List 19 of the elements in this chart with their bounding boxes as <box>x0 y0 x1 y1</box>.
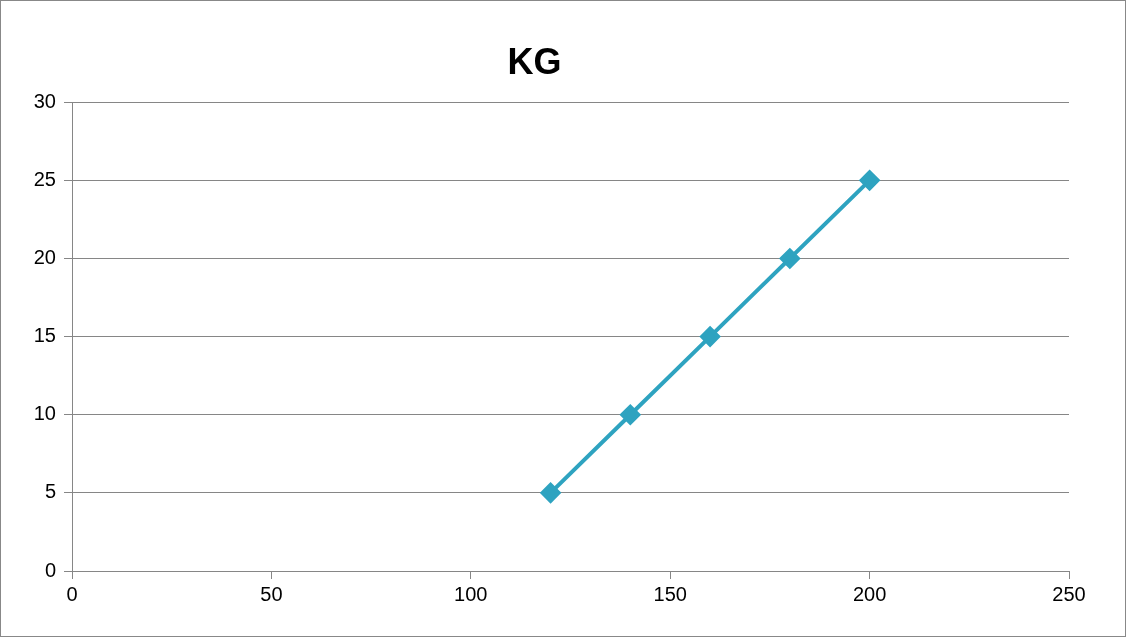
x-tick-label: 200 <box>852 582 887 605</box>
x-tick-label: 50 <box>260 582 283 605</box>
y-tick-label: 10 <box>33 402 56 425</box>
chart-title: KG <box>507 40 562 82</box>
y-tick-label: 15 <box>33 324 56 347</box>
x-tick-label: 150 <box>653 582 687 605</box>
x-tick-label: 100 <box>454 582 488 605</box>
point <box>700 326 721 347</box>
y-tick-label: 20 <box>33 245 56 268</box>
point <box>859 170 880 191</box>
point <box>779 248 800 269</box>
x-tick-label: 0 <box>66 582 78 605</box>
y-tick-label: 30 <box>33 89 56 112</box>
point <box>540 482 561 503</box>
point <box>620 404 641 425</box>
y-tick-label: 0 <box>44 558 56 581</box>
y-tick-label: 25 <box>33 167 56 190</box>
y-tick-label: 5 <box>44 480 56 503</box>
x-tick-label: 250 <box>1052 582 1086 605</box>
